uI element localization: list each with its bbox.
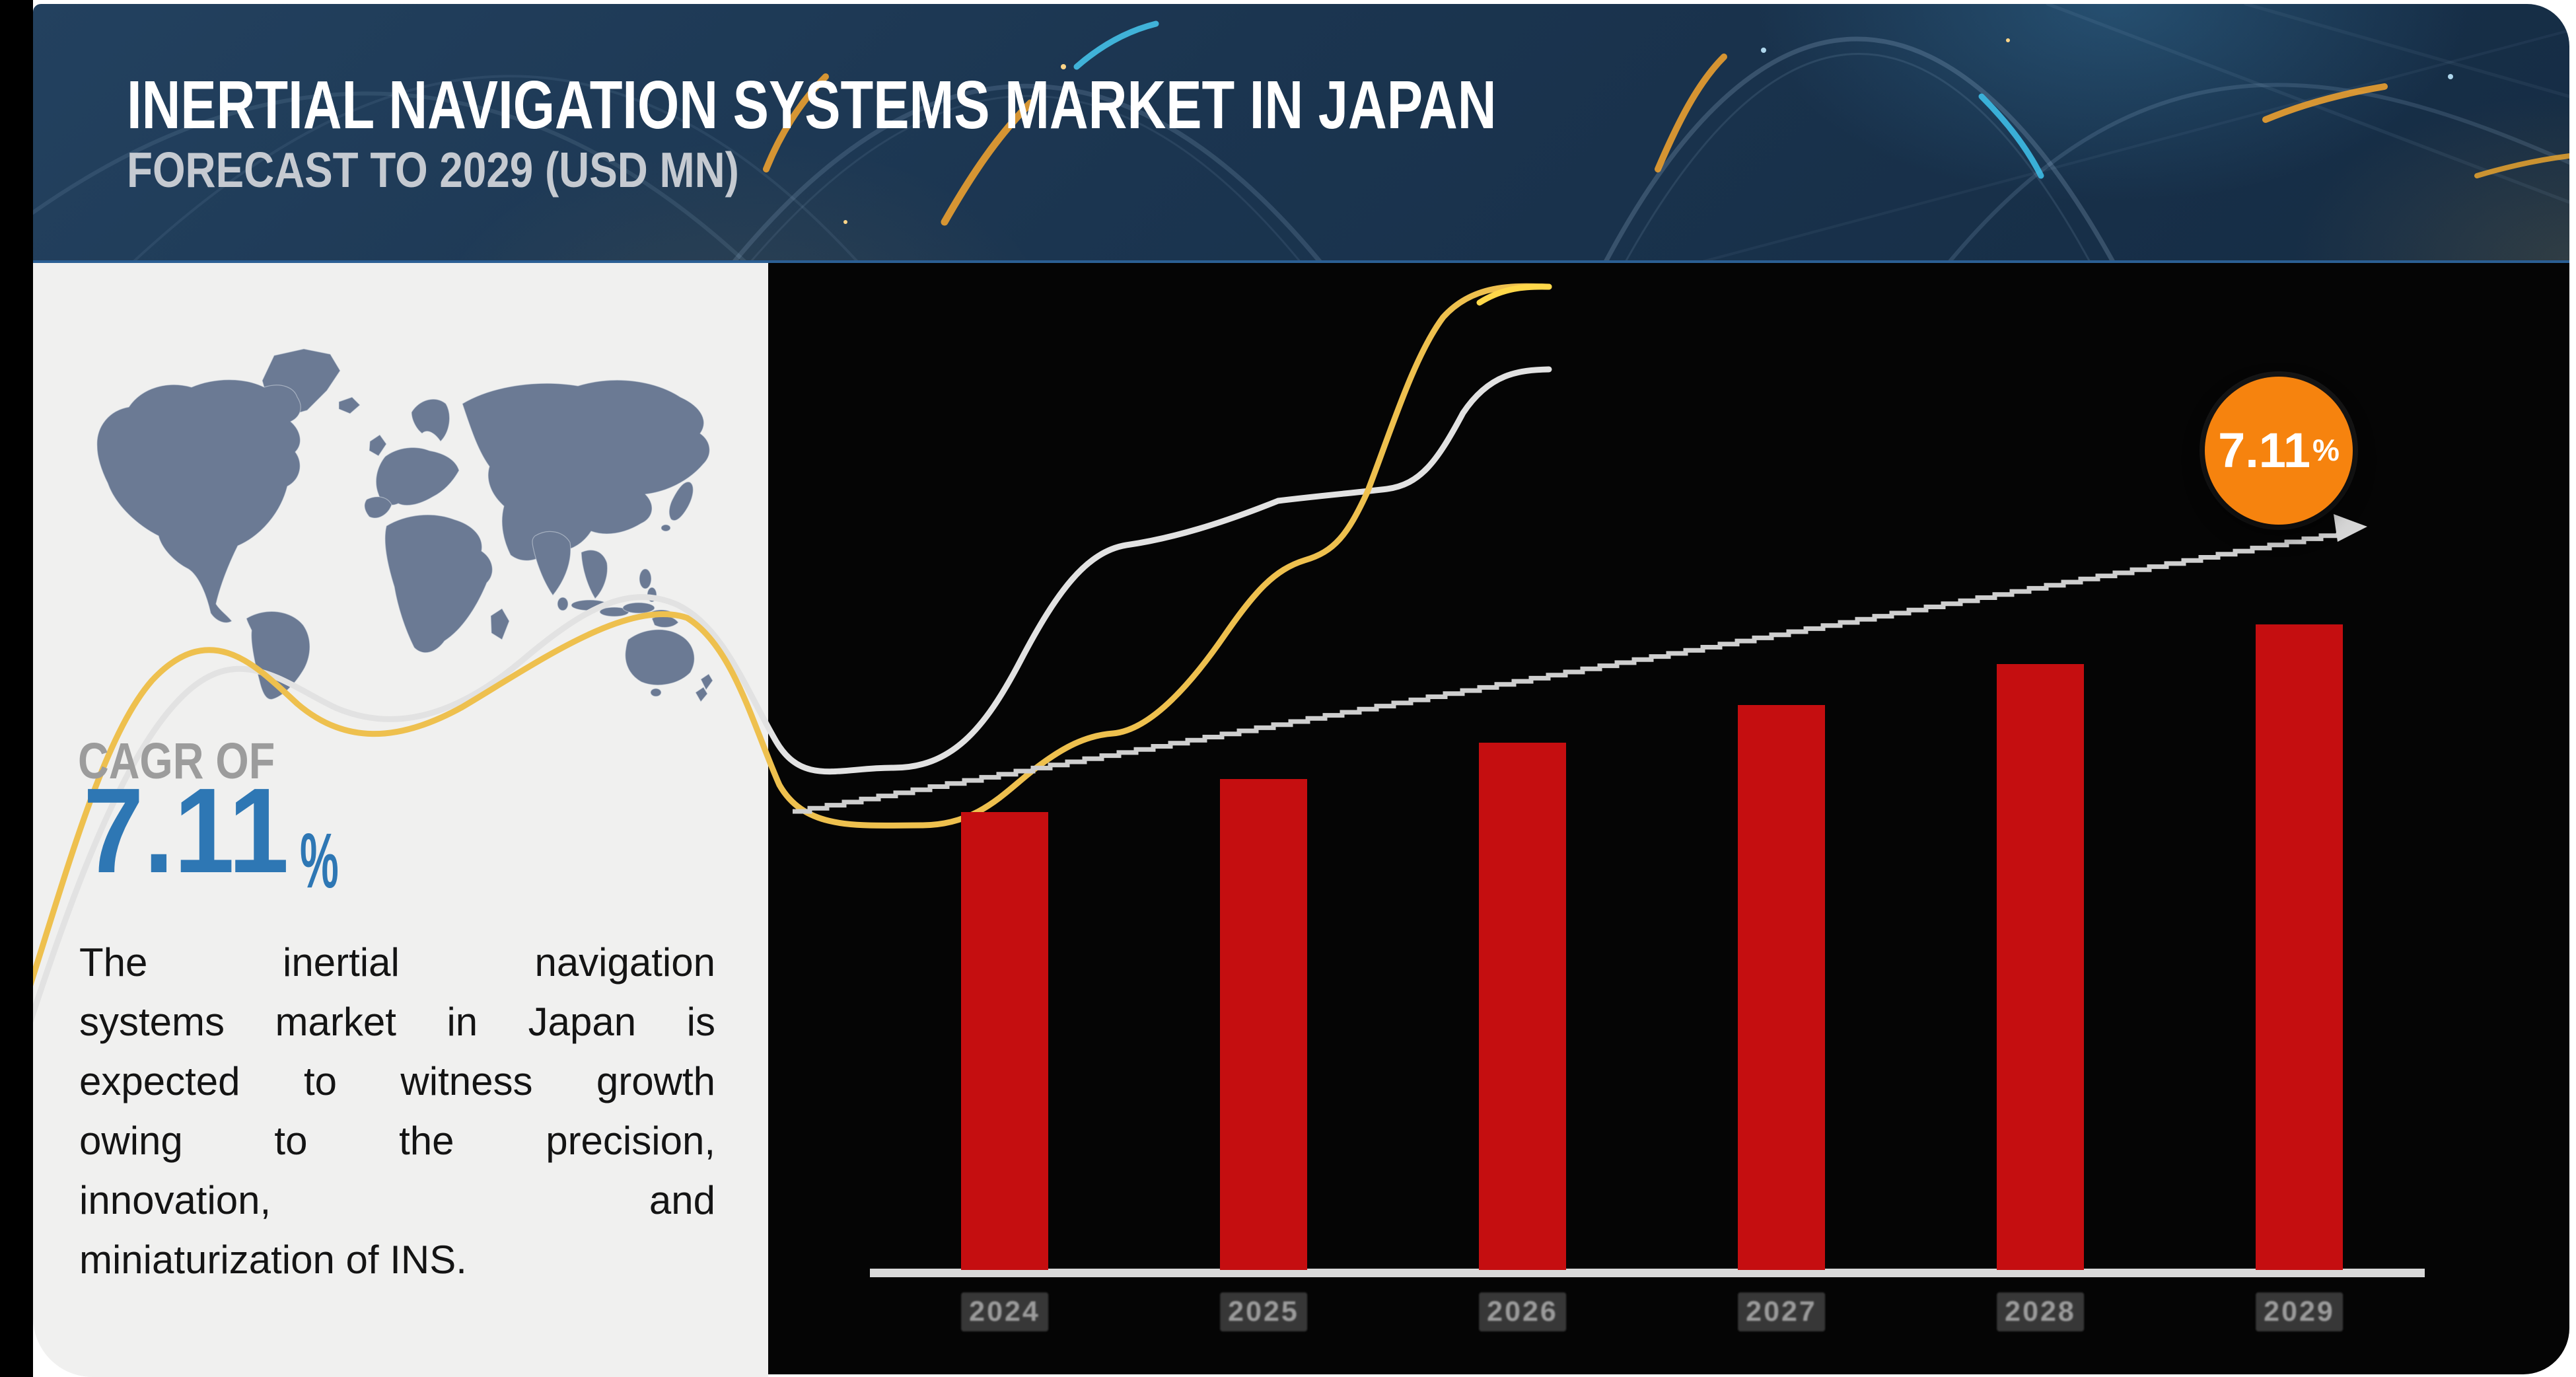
map-europe xyxy=(375,447,460,506)
cagr-badge-value: 7.11 xyxy=(2218,423,2311,478)
x-axis-label: 2027 xyxy=(1738,1292,1825,1331)
world-map xyxy=(96,348,713,702)
map-north-america xyxy=(96,379,301,623)
cagr-badge-percent-sign: % xyxy=(2312,433,2340,467)
bar-2027 xyxy=(1738,705,1825,1270)
x-axis-label: 2029 xyxy=(2256,1292,2343,1331)
cagr-badge: 7.11 % xyxy=(2205,377,2353,525)
bar-chart: 2024 2025 2026 2027 2028 2029 7.11 % xyxy=(768,263,2569,1374)
description-line: systems market in Japan is xyxy=(79,1000,715,1044)
x-axis-baseline xyxy=(870,1269,2425,1277)
market-description: The inertial navigation systems market i… xyxy=(79,933,715,1290)
cagr-percent-sign: % xyxy=(300,817,339,905)
page-subtitle: FORECAST TO 2029 (USD MN) xyxy=(127,142,739,198)
map-africa xyxy=(384,514,493,653)
description-line: miniaturization of INS. xyxy=(79,1238,467,1282)
x-axis-label: 2026 xyxy=(1479,1292,1566,1331)
description-line: innovation, and xyxy=(79,1178,715,1222)
cagr-value-row: 7.11 % xyxy=(83,763,369,900)
map-australia xyxy=(625,629,695,686)
map-japan xyxy=(668,481,694,521)
x-axis-label: 2024 xyxy=(961,1292,1048,1331)
bar-2028 xyxy=(1997,664,2084,1270)
header: INERTIAL NAVIGATION SYSTEMS MARKET IN JA… xyxy=(33,4,2569,263)
map-asia xyxy=(462,379,710,561)
x-axis-label: 2028 xyxy=(1997,1292,2084,1331)
bar-2026 xyxy=(1479,743,1566,1270)
bar-2029 xyxy=(2256,624,2343,1270)
description-line: expected to witness growth xyxy=(79,1059,715,1103)
map-south-america xyxy=(246,611,310,700)
letterbox-band xyxy=(0,0,33,1377)
description-line: owing to the precision, xyxy=(79,1119,715,1163)
description-line: The inertial navigation xyxy=(79,940,715,985)
cagr-value: 7.11 xyxy=(83,763,289,898)
header-abstract-arcs-decoration xyxy=(33,4,2569,260)
trend-arrowhead xyxy=(2334,514,2367,542)
page-title: INERTIAL NAVIGATION SYSTEMS MARKET IN JA… xyxy=(127,67,1497,143)
x-axis-label: 2025 xyxy=(1220,1292,1307,1331)
bar-2024 xyxy=(961,812,1048,1270)
bar-2025 xyxy=(1220,779,1307,1270)
